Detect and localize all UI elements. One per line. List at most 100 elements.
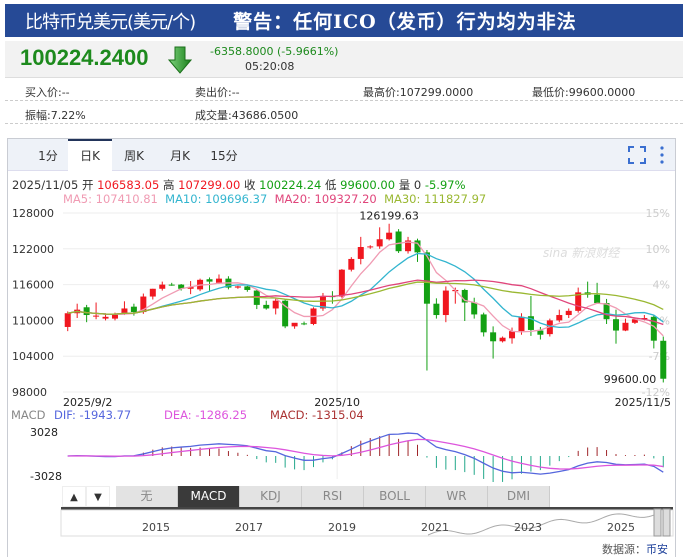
candle-body bbox=[140, 296, 147, 313]
candle-body bbox=[272, 300, 279, 309]
indicator-tab-kdj[interactable]: KDJ bbox=[240, 486, 302, 507]
info-date: 2025/11/05 bbox=[12, 178, 79, 192]
x-label: 2025/11/5 bbox=[615, 396, 671, 409]
min-price-label: 99600.00 bbox=[604, 373, 657, 386]
open-value: 106583.05 bbox=[97, 178, 160, 192]
y-tick-label: 104000 bbox=[12, 350, 54, 363]
candle-body bbox=[376, 239, 383, 247]
open-label: 开 bbox=[81, 178, 94, 192]
tab-15min[interactable]: 15分 bbox=[210, 149, 238, 163]
candle-body bbox=[206, 279, 213, 282]
pct-tick-label: -7% bbox=[649, 350, 670, 363]
macd-legend: MACD: -1315.04 bbox=[270, 408, 364, 422]
indicator-tab-dmi[interactable]: DMI bbox=[488, 486, 550, 507]
candle-body bbox=[575, 292, 582, 311]
candle-body bbox=[613, 319, 620, 331]
pct-tick-label: 10% bbox=[646, 243, 670, 256]
macd-tick-label: 3028 bbox=[30, 426, 58, 439]
chart-panel: 1分 日K 周K 月K 15分 2025/11/05 开 106583.05 高… bbox=[7, 138, 676, 557]
pct-tick-label: 15% bbox=[646, 207, 670, 220]
indicator-tabs: 无 MACD KDJ RSI BOLL WR DMI bbox=[116, 486, 550, 507]
candle-body bbox=[367, 246, 374, 248]
ma20-legend: MA20: 109327.20 bbox=[274, 192, 377, 206]
high-price: 最高价:107299.0000 bbox=[363, 86, 474, 99]
low-value: 99600.00 bbox=[340, 178, 396, 192]
source-label: 数据源： bbox=[602, 543, 646, 556]
down-arrow-icon bbox=[168, 46, 192, 74]
low-price: 最低价:99600.0000 bbox=[532, 86, 636, 99]
low-label: 低 bbox=[325, 178, 337, 192]
candle-body bbox=[93, 315, 100, 317]
vol-label: 量 bbox=[398, 178, 411, 192]
navigator-handle-right[interactable] bbox=[662, 508, 671, 537]
navigator-year-label: 2023 bbox=[514, 521, 542, 534]
ohlc-info: 2025/11/05 开 106583.05 高 107299.00 收 100… bbox=[12, 177, 466, 193]
candle-body bbox=[187, 286, 194, 289]
candle-body bbox=[556, 315, 563, 321]
scroll-up-button[interactable]: ▲ bbox=[62, 486, 86, 507]
more-menu-icon[interactable] bbox=[658, 145, 666, 165]
tab-1min[interactable]: 1分 bbox=[38, 149, 58, 163]
candle-body bbox=[631, 319, 638, 323]
candle-body bbox=[641, 318, 648, 320]
navigator-year-label: 2021 bbox=[421, 521, 449, 534]
high-value: 107299.00 bbox=[178, 178, 241, 192]
candle-body bbox=[480, 314, 487, 333]
candle-body bbox=[83, 307, 90, 316]
stats-row-2: 振幅:7.22% 成交量:43686.0500 bbox=[5, 102, 683, 124]
indicator-tab-rsi[interactable]: RSI bbox=[302, 486, 364, 507]
candle-body bbox=[121, 308, 128, 314]
candle-body bbox=[244, 286, 251, 290]
vol-value: 0 bbox=[413, 178, 422, 192]
candle-body bbox=[509, 331, 516, 339]
close-value: 100224.24 bbox=[259, 178, 322, 192]
candle-body bbox=[565, 310, 572, 316]
quote-time: 05:20:08 bbox=[245, 60, 295, 73]
macd-legend: MACD bbox=[11, 408, 46, 422]
fullscreen-icon[interactable] bbox=[628, 146, 646, 164]
candle-body bbox=[433, 303, 440, 316]
candle-body bbox=[594, 294, 601, 304]
candle-body bbox=[234, 286, 241, 288]
indicator-tab-boll[interactable]: BOLL bbox=[364, 486, 426, 507]
candle-body bbox=[414, 240, 421, 253]
indicator-tab-macd[interactable]: MACD bbox=[178, 486, 240, 507]
candle-body bbox=[423, 252, 430, 304]
navigator bbox=[60, 509, 674, 537]
ma5-legend: MA5: 107410.81 bbox=[63, 192, 158, 206]
ma-legend: MA5: 107410.81 MA10: 109696.37 MA20: 109… bbox=[63, 192, 486, 206]
tab-daily-k[interactable]: 日K bbox=[68, 139, 112, 171]
candle-body bbox=[301, 323, 308, 325]
candle-body bbox=[149, 288, 156, 297]
max-price-label: 126199.63 bbox=[359, 210, 419, 223]
navigator-year-label: 2015 bbox=[142, 521, 170, 534]
candle-body bbox=[603, 303, 610, 320]
indicator-tab-wr[interactable]: WR bbox=[426, 486, 488, 507]
macd-legend: DEA: -1286.25 bbox=[164, 408, 247, 422]
ma30-line bbox=[67, 281, 664, 315]
source-link[interactable]: 币安 bbox=[646, 543, 668, 556]
tab-monthly-k[interactable]: 月K bbox=[170, 149, 190, 163]
kline-chart[interactable]: 128000 122000 116000 110000 104000 98000 15% 10… bbox=[8, 139, 675, 558]
warning-text: 警告：任何ICO（发币）行为均为非法 bbox=[233, 11, 577, 33]
ma10-legend: MA10: 109696.37 bbox=[165, 192, 268, 206]
candle-body bbox=[64, 313, 71, 327]
candle-body bbox=[357, 247, 364, 259]
candle-body bbox=[660, 340, 667, 379]
tab-weekly-k[interactable]: 周K bbox=[124, 149, 144, 163]
ma10-line bbox=[67, 252, 664, 329]
navigator-year-label: 2025 bbox=[607, 521, 635, 534]
ma5-line bbox=[67, 241, 664, 337]
navigator-handle-left[interactable] bbox=[653, 508, 662, 537]
candle-body bbox=[338, 269, 345, 297]
scroll-down-button[interactable]: ▼ bbox=[86, 486, 110, 507]
navigator-year-label: 2017 bbox=[235, 521, 263, 534]
data-source: 数据源：币安 bbox=[602, 541, 668, 557]
high-label: 高 bbox=[162, 178, 175, 192]
current-price: 100224.2400 bbox=[20, 45, 149, 70]
candle-body bbox=[178, 284, 185, 289]
indicator-tab-none[interactable]: 无 bbox=[116, 486, 178, 507]
quote-bar: 100224.2400 -6358.8000 (-5.9661%) 05:20:… bbox=[5, 41, 683, 78]
macd-tick-label: -3028 bbox=[30, 470, 62, 483]
candle-body bbox=[215, 278, 222, 283]
